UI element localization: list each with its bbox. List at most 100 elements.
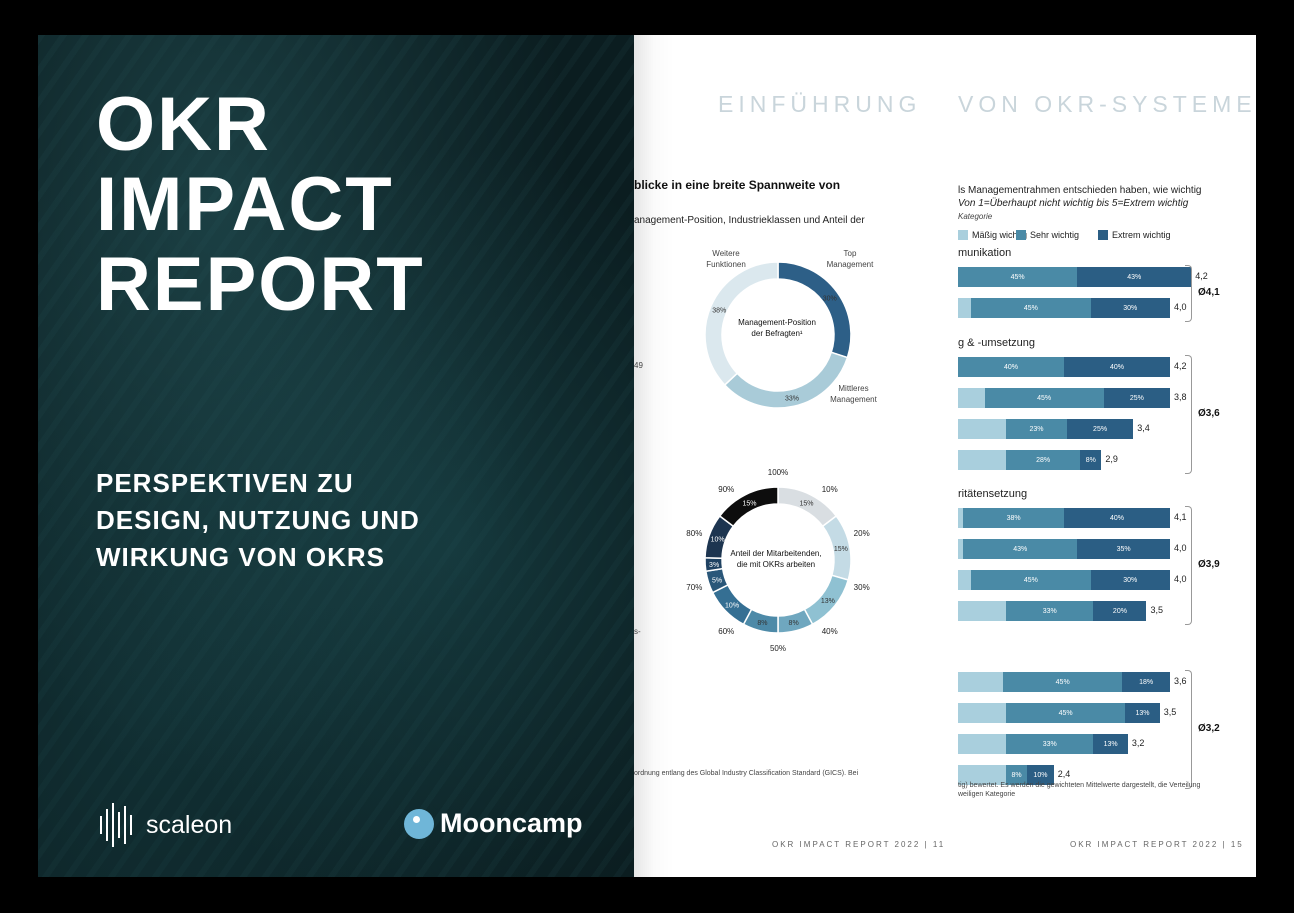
donut-slice <box>777 261 852 359</box>
bar-segment: 28% <box>1006 450 1081 470</box>
donut-slice-label: 38% <box>712 308 726 315</box>
bar-score: 4,0 <box>1174 574 1187 584</box>
group-average: Ø3,6 <box>1198 407 1220 419</box>
group-average: Ø3,9 <box>1198 558 1220 570</box>
bar-segment: 40% <box>1064 357 1170 377</box>
bar-segment: 20% <box>1093 601 1147 621</box>
stray-text: s- <box>634 627 641 636</box>
section-subtext: anagement-Position, Industrieklassen und… <box>634 215 865 226</box>
bar-segment: 33% <box>1006 734 1094 754</box>
bar-row: 45% 43% <box>958 267 1192 287</box>
intro-line-2: Von 1=Überhaupt nicht wichtig bis 5=Extr… <box>958 198 1189 209</box>
stacked-bar-chart: munikation 45% 43% 4,2 45% 30% 4,0 Ø4,1 g & -ums… <box>958 35 1256 877</box>
report-cover: OKR IMPACT REPORT PERSPEKTIVEN ZU DESIGN… <box>38 35 634 877</box>
bar-score: 2,9 <box>1105 454 1118 464</box>
bar-segment: 25% <box>1103 388 1170 408</box>
mooncamp-logo-text: Mooncamp <box>440 808 583 838</box>
bar-score: 2,4 <box>1057 769 1071 779</box>
intro-line-1: ls Managementrahmen entschieden haben, w… <box>958 185 1202 196</box>
donut-tick-label: 40% <box>822 627 838 636</box>
legend-item-very: Sehr wichtig <box>1016 230 1079 240</box>
group-average: Ø4,1 <box>1198 286 1220 298</box>
scaleon-bars-icon <box>100 803 132 847</box>
bar-segment: 40% <box>1063 508 1170 528</box>
bar-segment: 18% <box>1122 672 1170 692</box>
bar-segment <box>958 734 1006 754</box>
page-left: EINFÜHRUNG blicke in eine breite Spannwe… <box>634 35 958 877</box>
bar-segment: 43% <box>1077 267 1192 287</box>
scaleon-logo-text: scaleon <box>146 810 233 839</box>
cover-title: OKR IMPACT REPORT <box>96 85 425 325</box>
donut-slice-label: 8% <box>789 620 799 627</box>
bar-segment: 25% <box>1066 419 1134 439</box>
page-footer-right: OKR IMPACT REPORT 2022 | 15 <box>1070 840 1244 849</box>
bar-segment: 33% <box>1006 601 1094 621</box>
bar-segment: 8% <box>1080 450 1102 470</box>
bar-segment <box>958 601 1006 621</box>
bar-score: 4,0 <box>1174 302 1187 312</box>
group-brace <box>1185 265 1192 322</box>
bar-segment: 8% <box>1006 765 1028 785</box>
bar-row: 45% 30% <box>958 570 1170 590</box>
cover-title-line: IMPACT <box>96 162 394 247</box>
bar-segment <box>958 388 985 408</box>
label-middle-management: Mittleres Management <box>830 384 877 404</box>
bar-score: 3,5 <box>1163 707 1177 717</box>
bar-segment: 45% <box>971 570 1091 590</box>
donut-slice <box>704 261 779 387</box>
bar-row: 45% 30% <box>958 298 1170 318</box>
bar-segment <box>958 508 964 528</box>
donut-slice-label: 33% <box>785 395 799 402</box>
bar-group-title: g & -umsetzung <box>958 337 1036 349</box>
donut-tick-label: 60% <box>718 627 734 636</box>
bar-segment <box>958 419 1006 439</box>
page-header: EINFÜHRUNG <box>718 91 922 117</box>
cover-subtitle-line: PERSPEKTIVEN ZU <box>96 468 354 498</box>
bar-segment: 10% <box>1027 765 1054 785</box>
donut-slice-label: 8% <box>757 620 767 627</box>
group-average: Ø3,2 <box>1198 722 1220 734</box>
bar-score: 4,1 <box>1174 512 1187 522</box>
bar-score: 3,8 <box>1174 392 1187 402</box>
donut-slice-label: 10% <box>725 603 739 610</box>
bar-segment: 35% <box>1077 539 1170 559</box>
mooncamp-moon-icon <box>404 808 434 839</box>
page-right: VON OKR-SYSTEMEN ls Managementrahmen ent… <box>958 35 1256 877</box>
cover-title-line: REPORT <box>96 242 425 327</box>
donut-tick-label: 80% <box>686 529 702 538</box>
legend-label: Mäßig wichtig <box>972 230 1028 240</box>
bar-row: 23% 25% <box>958 419 1134 439</box>
group-brace <box>1185 506 1192 625</box>
donut-tick-label: 70% <box>686 583 702 592</box>
donut-tick-label: 10% <box>822 485 838 494</box>
bar-score: 4,0 <box>1174 543 1187 553</box>
bar-segment: 45% <box>984 388 1104 408</box>
bar-row: 45% 13% <box>958 703 1160 723</box>
bar-segment <box>958 765 1006 785</box>
bar-score: 3,4 <box>1137 423 1150 433</box>
page-footer-left: OKR IMPACT REPORT 2022 | 11 <box>772 840 946 849</box>
bar-segment: 13% <box>1093 734 1128 754</box>
footnote-right-line-2: weiligen Kategorie <box>958 791 1016 798</box>
bar-segment: 45% <box>1006 703 1126 723</box>
group-brace <box>1185 355 1192 474</box>
legend-item-extreme: Extrem wichtig <box>1098 230 1171 240</box>
donut1-center-label: Management-Position der Befragten¹ <box>738 318 816 338</box>
donut-tick-label: 20% <box>854 529 870 538</box>
bar-segment: 13% <box>1125 703 1160 723</box>
cover-subtitle: PERSPEKTIVEN ZU DESIGN, NUTZUNG UND WIRK… <box>96 465 420 576</box>
bar-segment: 43% <box>963 539 1078 559</box>
bar-segment <box>958 672 1004 692</box>
bar-row: 40% 40% <box>958 357 1170 377</box>
donut-slice-label: 15% <box>834 546 848 553</box>
legend-swatch <box>1098 230 1108 240</box>
intro-line-3: Kategorie <box>958 212 993 221</box>
donut-slice-label: 15% <box>742 501 756 508</box>
donut-chart-okr-share: 15% 15% 13% 8% 8% 10% 5% 3% 10% 15% 10% 20% 30% 40% 50… <box>686 468 870 653</box>
bar-row: 28% 8% <box>958 450 1102 470</box>
bar-group-title: munikation <box>958 247 1012 259</box>
footnote-right-line-1: tig) bewertet. Es werden die gewichteten… <box>958 782 1201 789</box>
footnote-left: ordnung entlang des Global Industry Clas… <box>634 770 859 777</box>
cover-subtitle-line: WIRKUNG VON OKRS <box>96 542 385 572</box>
bar-row: 45% 25% <box>958 388 1170 408</box>
